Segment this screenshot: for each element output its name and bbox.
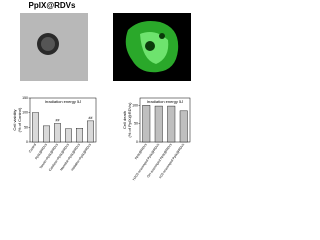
figure-title: PpIX@RDVs	[29, 1, 76, 10]
y-tick-label: 150	[22, 96, 28, 100]
bar	[179, 110, 188, 143]
figure: PpIX@RDVs Irradiation energy 5J Cell viab…	[12, 1, 191, 181]
annotation: ##	[56, 118, 60, 122]
bar	[167, 105, 176, 143]
y-tick-label: 100	[22, 111, 28, 115]
y-axis-label: Cell death	[122, 111, 127, 129]
bar	[32, 112, 40, 143]
x-tick-label: Control	[28, 143, 37, 154]
y-axis-label: (% of PpIX@RDVs)	[127, 102, 132, 138]
y-tick-label: 100	[132, 103, 138, 107]
bar	[43, 125, 51, 143]
bar	[75, 128, 83, 143]
y-tick-label: 0	[26, 140, 28, 144]
bar	[154, 105, 163, 143]
bar	[86, 120, 94, 143]
x-tick-label: Histidine+PpIX@RDVs	[70, 142, 92, 171]
bar	[64, 128, 72, 143]
x-tick-label: 1O2-scavenged PpIX@RDVs	[158, 142, 186, 179]
fluorescence-image	[113, 13, 191, 81]
annotation: ##	[89, 116, 93, 120]
bar	[142, 105, 151, 143]
tem-image	[20, 13, 88, 81]
chart-title: Irradiation energy 5J	[45, 99, 81, 104]
y-axis-label: (% of Control)	[17, 107, 22, 132]
bar	[54, 123, 62, 143]
y-tick-label: 50	[24, 125, 28, 129]
plot-frame	[139, 97, 191, 143]
chart-title: Irradiation energy 5J	[147, 99, 183, 104]
y-tick-label: 0	[136, 140, 138, 144]
plot-frame	[29, 97, 97, 143]
y-tick-label: 50	[134, 122, 138, 126]
y-axis-label: Cell viability	[12, 109, 17, 130]
